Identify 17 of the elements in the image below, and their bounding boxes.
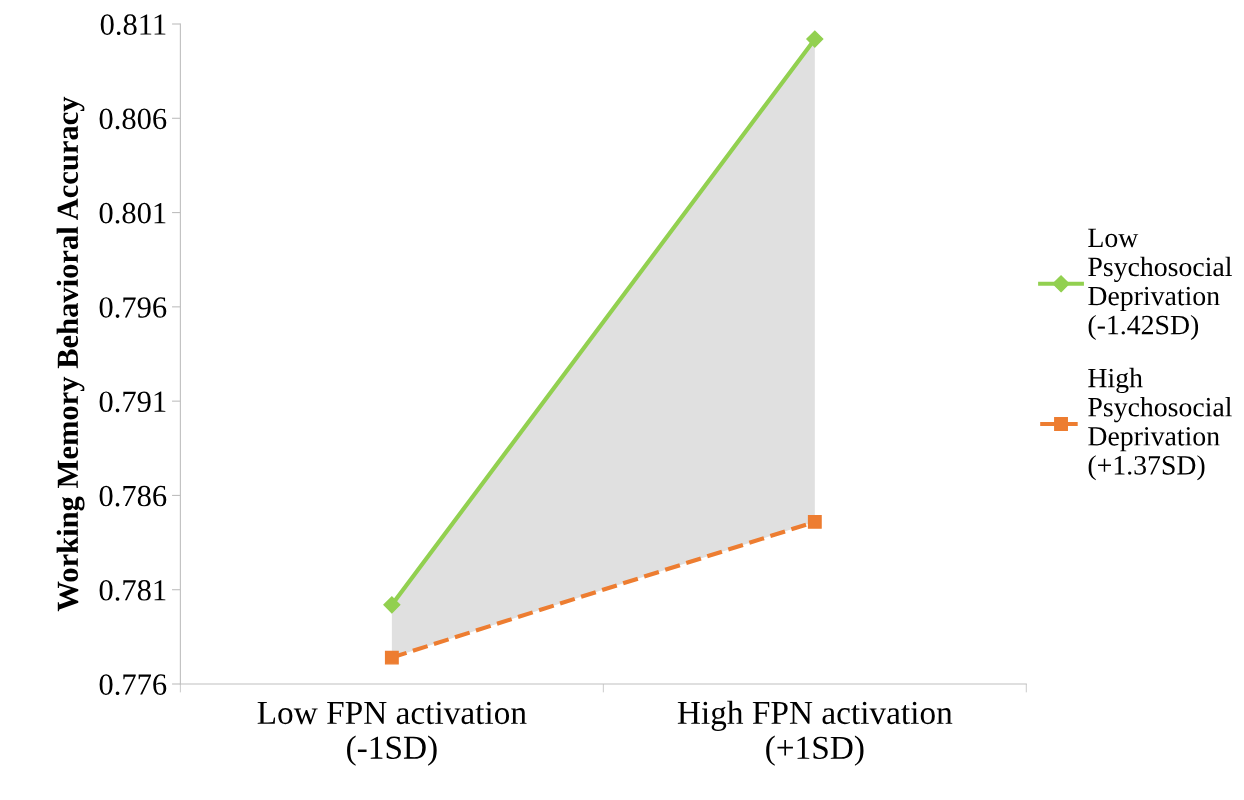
point	[807, 514, 822, 529]
y-tick-label: 0.801	[99, 202, 166, 224]
legend-label: Low Psychosocial Deprivation (-1.42SD)	[1088, 228, 1232, 341]
x-tick-label: High FPN activation (+1SD)	[677, 700, 953, 766]
y-tick-label: 0.811	[100, 14, 166, 36]
legend-label: High Psychosocial Deprivation (+1.37SD)	[1088, 367, 1232, 481]
point	[806, 30, 824, 48]
y-tick-label: 0.776	[99, 674, 167, 696]
y-tick-label: 0.806	[99, 108, 167, 130]
y-tick-label: 0.786	[99, 485, 167, 507]
y-axis-title: Working Memory Behavioral Accuracy	[56, 96, 85, 612]
y-tick-label: 0.781	[99, 580, 166, 601]
y-tick-label: 0.796	[99, 297, 167, 318]
x-tick-label: Low FPN activation (-1SD)	[257, 701, 527, 766]
y-tick-label: 0.791	[99, 391, 166, 413]
point	[384, 650, 399, 665]
point	[383, 596, 401, 614]
